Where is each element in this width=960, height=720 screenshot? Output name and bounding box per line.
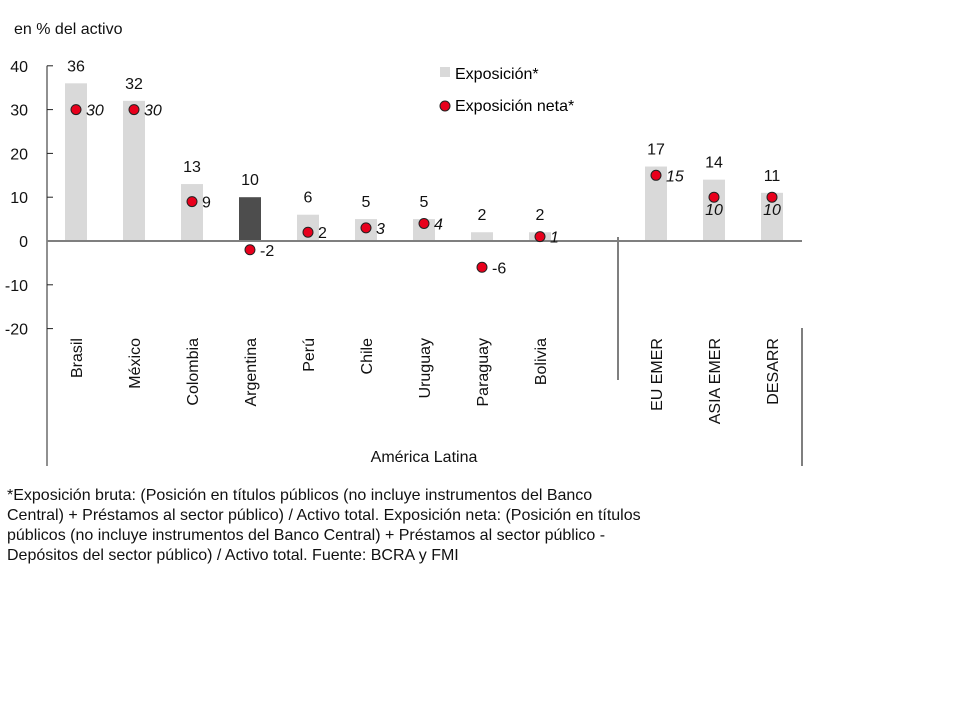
point-peru bbox=[302, 226, 314, 238]
x-tick-label-bolivia: Bolivia bbox=[533, 338, 550, 385]
point-value-label: 15 bbox=[666, 168, 684, 185]
y-tick-label: 40 bbox=[10, 59, 28, 76]
bar-value-label: 14 bbox=[705, 155, 723, 172]
x-tick-label-colombia: Colombia bbox=[185, 338, 202, 406]
point-asia-emer bbox=[708, 191, 720, 203]
point-value-label: 10 bbox=[705, 202, 723, 219]
x-tick-label-paraguay: Paraguay bbox=[475, 338, 492, 407]
point-value-label: 2 bbox=[318, 225, 327, 242]
y-tick-label: 0 bbox=[19, 234, 28, 251]
legend-label-exposicion-neta: Exposición neta* bbox=[455, 98, 574, 115]
point-value-label: 1 bbox=[550, 230, 559, 247]
bar-asia-emer bbox=[703, 179, 725, 241]
bar-colombia bbox=[181, 184, 203, 241]
bar-value-label: 5 bbox=[362, 194, 371, 211]
bar-chart: 40 30 20 10 0 -10 -20 Brasil México Colombia Argen… bbox=[5, 58, 803, 466]
bar-value-label: 5 bbox=[420, 194, 429, 211]
point-desarr bbox=[766, 191, 778, 203]
bars-layer bbox=[65, 83, 783, 241]
y-tick-label: 20 bbox=[10, 146, 28, 163]
point-mexico bbox=[128, 104, 140, 116]
bar-argentina bbox=[239, 197, 261, 241]
footnote: *Exposición bruta: (Posición en títulos … bbox=[7, 486, 817, 566]
x-tick-label-asia-emer: ASIA EMER bbox=[707, 338, 724, 424]
point-value-label: 30 bbox=[144, 103, 162, 120]
point-value-label: 30 bbox=[86, 103, 104, 120]
point-eu-emer bbox=[650, 169, 662, 181]
x-tick-label-mexico: México bbox=[127, 338, 144, 389]
legend-label-exposicion: Exposición* bbox=[455, 66, 539, 83]
footnote-line: públicos (no incluye instrumentos del Ba… bbox=[7, 527, 606, 544]
bar-uruguay bbox=[413, 219, 435, 241]
point-value-label: -6 bbox=[492, 260, 506, 277]
points-layer bbox=[70, 104, 778, 273]
x-tick-label-peru: Perú bbox=[301, 338, 318, 372]
y-tick-label: -10 bbox=[5, 278, 28, 295]
point-colombia bbox=[186, 196, 198, 208]
point-uruguay bbox=[418, 217, 430, 229]
y-tick-label: -20 bbox=[5, 322, 28, 339]
chart-legend: Exposición* Exposición neta* bbox=[439, 66, 574, 115]
point-argentina bbox=[244, 244, 256, 256]
bar-desarr bbox=[761, 192, 783, 241]
footnote-line: Central) + Préstamos al sector público) … bbox=[7, 507, 641, 524]
labels-layer: 36 32 13 10 6 5 5 2 2 17 14 11 30 30 9 -2 2 3 4 -6 1 15 10 10 bbox=[67, 58, 781, 277]
point-chile bbox=[360, 222, 372, 234]
x-tick-label-eu-emer: EU EMER bbox=[649, 338, 666, 411]
bar-value-label: 2 bbox=[478, 207, 487, 224]
point-paraguay bbox=[476, 261, 488, 273]
y-tick-label: 10 bbox=[10, 190, 28, 207]
bar-value-label: 32 bbox=[125, 76, 143, 93]
x-tick-label-uruguay: Uruguay bbox=[417, 338, 434, 398]
axes-layer: 40 30 20 10 0 -10 -20 Brasil México Colombia Argen… bbox=[5, 59, 803, 466]
point-bolivia bbox=[534, 231, 546, 243]
point-brasil bbox=[70, 104, 82, 116]
bar-paraguay bbox=[471, 232, 493, 241]
x-tick-label-desarr: DESARR bbox=[765, 338, 782, 405]
bar-mexico bbox=[123, 100, 145, 241]
point-value-label: 3 bbox=[376, 221, 385, 238]
x-tick-label-brasil: Brasil bbox=[69, 338, 86, 378]
point-value-label: -2 bbox=[260, 243, 274, 260]
bar-eu-emer bbox=[645, 166, 667, 241]
legend-swatch-exposicion bbox=[440, 67, 450, 77]
point-value-label: 4 bbox=[434, 216, 443, 233]
bar-value-label: 11 bbox=[764, 168, 781, 185]
bar-value-label: 13 bbox=[183, 159, 201, 176]
point-value-label: 10 bbox=[763, 202, 781, 219]
legend-marker-exposicion-neta bbox=[439, 100, 451, 112]
footnote-line: *Exposición bruta: (Posición en títulos … bbox=[7, 487, 593, 504]
y-tick-label: 30 bbox=[10, 103, 28, 120]
x-tick-label-argentina: Argentina bbox=[243, 338, 260, 407]
footnote-line: Depósitos del sector público) / Activo t… bbox=[7, 547, 459, 564]
x-group-label: América Latina bbox=[371, 449, 478, 466]
bar-value-label: 36 bbox=[67, 58, 85, 75]
bar-value-label: 17 bbox=[647, 142, 665, 159]
bar-value-label: 6 bbox=[304, 190, 313, 207]
bar-brasil bbox=[65, 83, 87, 241]
bar-value-label: 2 bbox=[536, 207, 545, 224]
point-value-label: 9 bbox=[202, 195, 211, 212]
y-axis-unit-label: en % del activo bbox=[14, 21, 123, 38]
bar-value-label: 10 bbox=[241, 172, 259, 189]
x-tick-label-chile: Chile bbox=[359, 338, 376, 375]
